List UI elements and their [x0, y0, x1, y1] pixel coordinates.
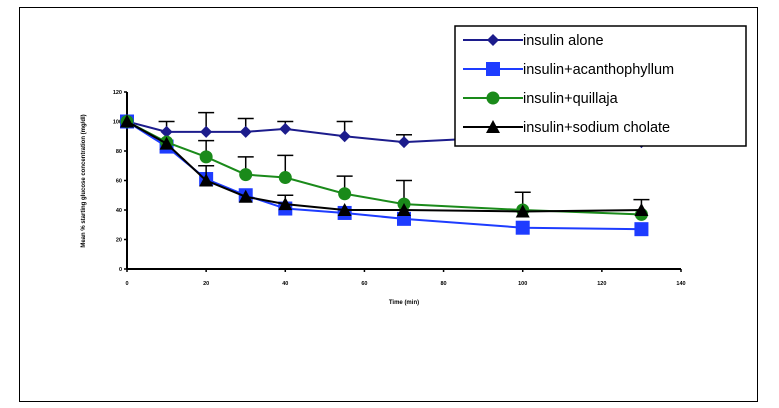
legend-label-2: insulin+quillaja	[523, 91, 619, 107]
legend-marker-3	[486, 120, 500, 133]
data-point-3-6	[397, 203, 411, 216]
y-tick-label-60: 60	[116, 179, 122, 185]
legend-label-3: insulin+sodium cholate	[523, 120, 670, 136]
data-point-2-2	[199, 150, 213, 164]
x-tick-label-120: 120	[597, 281, 606, 287]
x-tick-label-100: 100	[518, 281, 527, 287]
data-point-1-8	[634, 222, 649, 237]
data-point-3-0	[120, 114, 134, 128]
chart-frame	[19, 7, 758, 402]
data-point-3-8	[634, 203, 649, 216]
y-tick-label-20: 20	[116, 238, 122, 244]
data-point-3-5	[337, 203, 352, 216]
legend: insulin alone insulin+acanthophyllum insul…	[454, 25, 747, 147]
y-axis-title: Mean % starting glucose concentration (m…	[81, 114, 87, 247]
legend-label-1: insulin+acanthophyllum	[523, 62, 674, 78]
data-point-3-7	[515, 204, 530, 218]
x-tick-label-20: 20	[203, 281, 209, 287]
x-tick-label-40: 40	[282, 281, 288, 287]
data-point-2-3	[239, 168, 253, 182]
x-tick-label-60: 60	[361, 281, 367, 287]
data-point-3-3	[238, 189, 253, 203]
legend-marker-2	[486, 91, 500, 105]
data-point-3-2	[199, 173, 214, 187]
data-point-1-7	[515, 220, 530, 235]
data-point-0-3	[239, 125, 252, 138]
y-tick-label-120: 120	[113, 90, 122, 96]
data-point-3-1	[159, 136, 174, 150]
y-tick-label-0: 0	[119, 267, 122, 273]
data-point-3-4	[278, 197, 293, 211]
data-point-0-6	[398, 136, 410, 149]
data-point-0-2	[200, 125, 213, 138]
y-tick-label-100: 100	[113, 120, 122, 126]
legend-marker-1	[486, 62, 500, 76]
legend-marker-0	[487, 34, 499, 46]
x-tick-label-80: 80	[441, 281, 447, 287]
y-tick-label-40: 40	[116, 208, 122, 214]
data-point-2-4	[278, 171, 292, 185]
data-point-2-5	[338, 187, 352, 201]
data-point-0-4	[279, 122, 292, 135]
data-point-0-5	[338, 130, 351, 143]
legend-label-0: insulin alone	[523, 33, 604, 49]
x-tick-label-0: 0	[125, 281, 128, 287]
data-point-0-1	[160, 125, 173, 138]
x-axis-title: Time (min)	[389, 300, 419, 306]
x-tick-label-140: 140	[676, 281, 685, 287]
y-tick-label-80: 80	[116, 149, 122, 155]
series-3	[120, 114, 650, 218]
plot-area	[120, 111, 650, 237]
